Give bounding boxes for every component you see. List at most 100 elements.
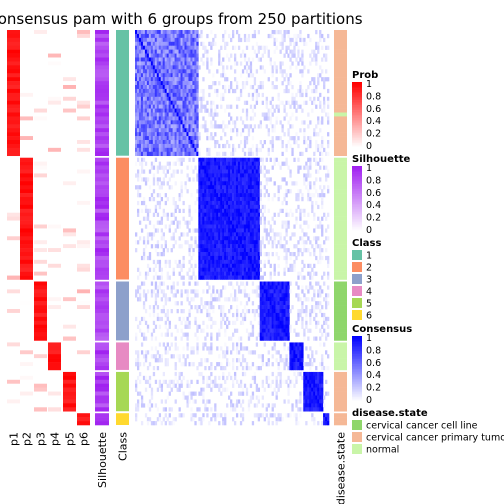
consensus-cell <box>315 41 318 47</box>
consensus-cell <box>251 220 255 225</box>
consensus-cell <box>174 151 177 157</box>
consensus-cell <box>158 124 162 129</box>
consensus-cell <box>194 151 197 157</box>
consensus-cell <box>277 92 280 98</box>
consensus-cell <box>251 185 255 190</box>
consensus-cell <box>287 305 290 310</box>
prob-cell <box>34 224 47 229</box>
consensus-cell <box>315 255 318 261</box>
consensus-cell <box>271 143 274 149</box>
consensus-cell <box>247 259 251 265</box>
consensus-cell <box>158 37 162 43</box>
prob-cell <box>7 200 20 206</box>
consensus-cell <box>323 212 326 217</box>
consensus-cell <box>204 244 207 249</box>
consensus-cell <box>317 320 320 326</box>
consensus-cell <box>327 301 330 306</box>
consensus-cell <box>146 96 150 102</box>
consensus-cell <box>237 240 241 245</box>
consensus-cell <box>251 244 255 249</box>
consensus-cell <box>194 228 197 233</box>
consensus-cell <box>168 136 171 141</box>
consensus-cell <box>194 281 197 286</box>
consensus-cell <box>307 263 310 269</box>
consensus-cell <box>192 85 195 90</box>
prob-cell <box>77 61 90 66</box>
consensus-cell <box>241 169 245 174</box>
prob-cell <box>63 289 76 294</box>
prob-cell <box>34 301 47 306</box>
consensus-cell <box>138 30 142 35</box>
consensus-cell <box>148 124 152 129</box>
consensus-cell <box>148 120 152 125</box>
consensus-cell <box>202 342 205 347</box>
consensus-cell <box>152 61 156 66</box>
consensus-cell <box>255 189 259 194</box>
consensus-cell <box>233 120 237 125</box>
consensus-cell <box>164 41 167 47</box>
consensus-cell <box>206 275 209 280</box>
consensus-cell <box>249 350 253 355</box>
consensus-cell <box>321 275 324 280</box>
consensus-cell <box>279 65 282 70</box>
consensus-cell <box>289 236 292 241</box>
consensus-cell <box>218 220 221 225</box>
consensus-cell <box>198 212 201 217</box>
consensus-cell <box>214 177 217 182</box>
prob-cell <box>7 407 20 412</box>
consensus-cell <box>235 358 239 363</box>
consensus-cell <box>233 53 237 58</box>
consensus-cell <box>186 297 189 302</box>
consensus-cell <box>271 293 274 298</box>
consensus-cell <box>172 57 175 62</box>
consensus-cell <box>162 100 165 105</box>
consensus-cell <box>279 297 282 302</box>
consensus-cell <box>190 124 193 129</box>
consensus-cell <box>152 143 156 149</box>
consensus-cell <box>232 177 235 182</box>
consensus-cell <box>188 362 191 367</box>
consensus-cell <box>172 61 175 66</box>
prob-cell <box>63 224 76 229</box>
consensus-cell <box>263 259 266 265</box>
consensus-cell <box>190 275 193 280</box>
consensus-cell <box>305 248 308 253</box>
consensus-cell <box>311 309 314 314</box>
consensus-cell <box>176 224 179 229</box>
silhouette-cell <box>95 387 109 392</box>
consensus-cell <box>301 316 304 322</box>
consensus-cell <box>140 140 144 145</box>
consensus-cell <box>301 49 304 54</box>
consensus-cell <box>251 236 255 241</box>
consensus-cell <box>251 108 255 113</box>
consensus-cell <box>182 232 185 237</box>
consensus-cell <box>210 297 213 302</box>
consensus-cell <box>239 37 243 43</box>
consensus-cell <box>285 240 288 245</box>
consensus-cell <box>226 140 229 145</box>
consensus-cell <box>222 305 225 310</box>
consensus-cell <box>253 312 257 318</box>
prob-cell <box>77 104 90 109</box>
consensus-cell <box>168 140 171 145</box>
consensus-cell <box>299 92 302 98</box>
consensus-cell <box>198 305 201 310</box>
consensus-cell <box>135 85 138 90</box>
consensus-cell <box>156 45 160 50</box>
consensus-cell <box>174 128 177 133</box>
consensus-cell <box>287 189 290 194</box>
consensus-cell <box>144 354 148 359</box>
consensus-cell <box>237 350 241 355</box>
consensus-cell <box>210 185 213 190</box>
consensus-cell <box>162 69 165 74</box>
consensus-cell <box>152 85 156 90</box>
consensus-cell <box>287 77 290 82</box>
consensus-cell <box>210 342 213 347</box>
consensus-cell <box>257 259 261 265</box>
consensus-cell <box>273 285 276 290</box>
consensus-cell <box>156 293 160 298</box>
prob-cell <box>48 216 61 221</box>
consensus-cell <box>214 244 217 249</box>
consensus-cell <box>267 297 270 302</box>
consensus-cell <box>188 309 191 314</box>
